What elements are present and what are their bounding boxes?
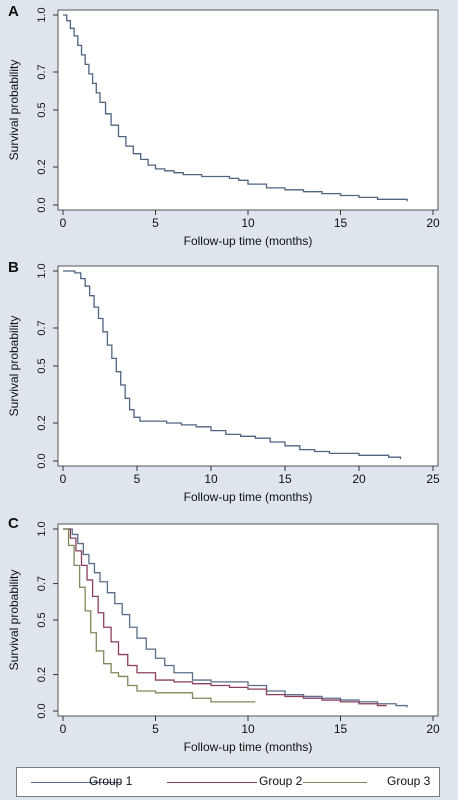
panel-letter-a: A bbox=[8, 3, 19, 20]
legend: Group 1 Group 2 Group 3 bbox=[16, 767, 440, 797]
y-tick-label: 0.5 bbox=[36, 102, 48, 117]
survival-curve-group-1 bbox=[63, 528, 408, 708]
y-tick-label: 0.7 bbox=[36, 64, 48, 79]
chart-b: 0 5 10 15 20 25 0.0 0.2 0.5 0.7 1.0 Follow-up time … bbox=[7, 263, 440, 504]
y-tick-label: 1.0 bbox=[36, 7, 48, 22]
x-tick-label: 15 bbox=[334, 722, 348, 736]
x-tick-label: 20 bbox=[426, 722, 440, 736]
x-tick-label: 15 bbox=[334, 216, 348, 230]
x-axis-label: Follow-up time (months) bbox=[184, 490, 313, 504]
plot-area bbox=[57, 265, 439, 467]
x-axis-label: Follow-up time (months) bbox=[184, 234, 313, 248]
y-tick-label: 0.7 bbox=[36, 576, 48, 591]
y-tick-label: 0.0 bbox=[36, 453, 48, 468]
plot-area bbox=[57, 9, 439, 211]
x-tick-label: 5 bbox=[152, 216, 159, 230]
x-tick-label: 20 bbox=[352, 472, 366, 486]
y-tick-label: 1.0 bbox=[36, 263, 48, 278]
x-tick-label: 10 bbox=[241, 216, 255, 230]
x-tick-label: 0 bbox=[60, 722, 67, 736]
y-tick-label: 0.0 bbox=[36, 703, 48, 718]
legend-label-group-3: Group 3 bbox=[387, 774, 431, 788]
x-tick-label: 0 bbox=[60, 216, 67, 230]
x-tick-label: 20 bbox=[426, 216, 440, 230]
y-axis-label: Survival probability bbox=[7, 316, 21, 417]
chart-c: 0 5 10 15 20 0.0 0.2 0.5 0.7 1.0 Follow-up time (m… bbox=[7, 521, 440, 754]
legend-swatch-group-1 bbox=[31, 782, 121, 783]
x-tick-label: 25 bbox=[426, 472, 440, 486]
panel-c: C 0 5 10 15 20 0.0 0.2 0.5 0.7 1.0 Follow-up time … bbox=[2, 512, 454, 760]
panel-b: B 0 5 10 15 20 25 0.0 0.2 0.5 0.7 1.0 Follow-up tim… bbox=[2, 256, 454, 510]
y-tick-label: 0.0 bbox=[36, 197, 48, 212]
x-tick-label: 5 bbox=[152, 722, 159, 736]
y-tick-label: 0.5 bbox=[36, 612, 48, 627]
survival-curve-group-2 bbox=[63, 528, 387, 707]
x-axis-label: Follow-up time (months) bbox=[184, 740, 313, 754]
y-tick-label: 0.2 bbox=[36, 159, 48, 174]
x-tick-label: 15 bbox=[278, 472, 292, 486]
y-tick-label: 0.2 bbox=[36, 415, 48, 430]
legend-swatch-group-2 bbox=[167, 782, 257, 783]
legend-label-group-1: Group 1 bbox=[89, 774, 133, 788]
legend-label-group-2: Group 2 bbox=[259, 774, 303, 788]
chart-a: 0 5 10 15 20 0.0 0.2 0.5 0.7 1.0 Follow-up time (m… bbox=[7, 7, 440, 248]
y-tick-label: 0.5 bbox=[36, 358, 48, 373]
y-axis-label: Survival probability bbox=[7, 60, 21, 161]
panel-letter-b: B bbox=[8, 259, 19, 276]
y-tick-label: 1.0 bbox=[36, 521, 48, 536]
x-tick-label: 0 bbox=[60, 472, 67, 486]
survival-curve-overall bbox=[63, 270, 402, 460]
survival-curve-group-3 bbox=[63, 528, 256, 703]
y-tick-label: 0.2 bbox=[36, 667, 48, 682]
x-tick-label: 5 bbox=[134, 472, 141, 486]
y-axis-label: Survival probability bbox=[7, 570, 21, 671]
y-tick-label: 0.7 bbox=[36, 320, 48, 335]
panel-letter-c: C bbox=[8, 515, 19, 532]
panel-a: A 0 5 10 15 20 0.0 0.2 0.5 0.7 1.0 Follow-up time … bbox=[2, 0, 454, 253]
survival-curve-overall bbox=[63, 14, 408, 202]
x-tick-label: 10 bbox=[204, 472, 218, 486]
x-tick-label: 10 bbox=[241, 722, 255, 736]
legend-swatch-group-3 bbox=[303, 782, 367, 783]
